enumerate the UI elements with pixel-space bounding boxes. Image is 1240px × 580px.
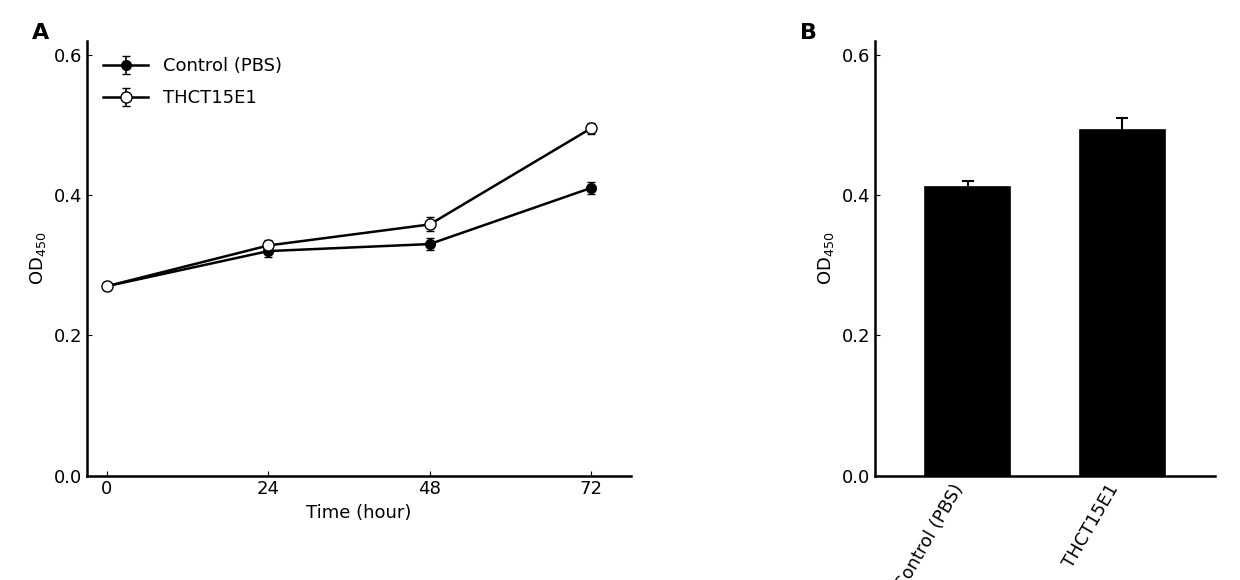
Legend: Control (PBS), THCT15E1: Control (PBS), THCT15E1 — [95, 50, 289, 114]
Y-axis label: OD$_{450}$: OD$_{450}$ — [816, 231, 836, 285]
Bar — [925, 187, 1011, 476]
Text: A: A — [32, 23, 50, 43]
Text: B: B — [800, 23, 817, 43]
Y-axis label: OD$_{450}$: OD$_{450}$ — [27, 231, 48, 285]
X-axis label: Time (hour): Time (hour) — [306, 504, 412, 522]
Bar — [1080, 130, 1164, 476]
